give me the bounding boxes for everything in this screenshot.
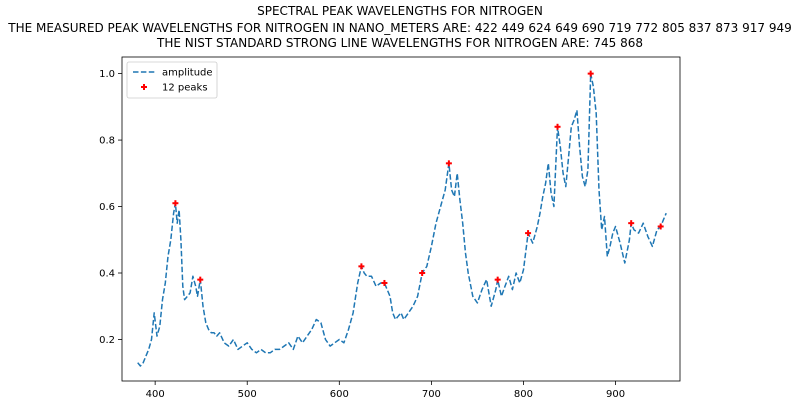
series-layer [137,70,667,367]
legend: amplitude 12 peaks [126,61,218,99]
plot-area [121,56,681,382]
legend-peaks-swatch [141,84,147,90]
y-tick-label: 0.6 [99,202,115,213]
peak-marker [445,160,452,167]
legend-box [126,61,218,99]
x-tick-label: 900 [606,389,625,400]
peak-marker [628,220,635,227]
legend-peak-marker [141,84,147,90]
peak-marker [419,270,426,276]
peak-marker [554,123,561,130]
peak-marker [172,200,179,207]
y-tick-label: 0.4 [99,269,115,280]
peak-marker [197,276,204,283]
x-tick-label: 500 [238,389,257,400]
peak-marker [587,70,594,77]
y-tick-label: 0.8 [99,136,115,147]
legend-peaks-label: 12 peaks [162,83,208,94]
chart-subtitle-measured: THE MEASURED PEAK WAVELENGTHS FOR NITROG… [8,21,792,35]
x-tick-label: 600 [330,389,349,400]
peak-marker [525,230,532,237]
peak-marker [494,276,501,283]
x-tick-label: 700 [422,389,441,400]
chart-subtitle-nist: THE NIST STANDARD STRONG LINE WAVELENGTH… [156,36,644,50]
peak-marker [358,263,365,270]
axis-ticks: 400 500 600 700 800 900 0.2 0.4 0.6 0.8 1.0 [99,69,625,400]
y-tick-label: 0.2 [99,335,115,346]
amplitude-series-line [137,72,667,367]
peak-marker [657,223,664,230]
peak-marker [381,279,388,286]
chart-title: SPECTRAL PEAK WAVELENGTHS FOR NITROGEN [257,4,543,18]
y-tick-label: 1.0 [99,69,115,80]
x-tick-label: 400 [146,389,165,400]
x-tick-label: 800 [514,389,533,400]
legend-amplitude-label: amplitude [162,68,213,79]
